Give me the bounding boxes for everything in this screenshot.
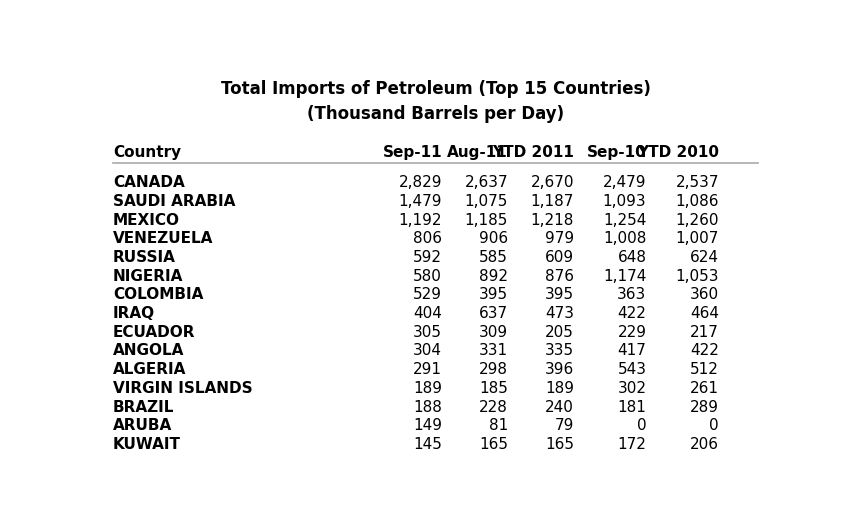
- Text: 1,479: 1,479: [399, 194, 442, 209]
- Text: 395: 395: [545, 287, 574, 303]
- Text: 906: 906: [479, 231, 508, 246]
- Text: 228: 228: [479, 400, 508, 414]
- Text: 2,637: 2,637: [464, 175, 508, 190]
- Text: 240: 240: [545, 400, 574, 414]
- Text: 585: 585: [479, 250, 508, 265]
- Text: 395: 395: [479, 287, 508, 303]
- Text: 624: 624: [690, 250, 719, 265]
- Text: 473: 473: [545, 306, 574, 321]
- Text: 185: 185: [479, 381, 508, 396]
- Text: ANGOLA: ANGOLA: [113, 344, 184, 359]
- Text: ARUBA: ARUBA: [113, 418, 172, 433]
- Text: VENEZUELA: VENEZUELA: [113, 231, 213, 246]
- Text: 1,185: 1,185: [465, 213, 508, 228]
- Text: 302: 302: [617, 381, 646, 396]
- Text: SAUDI ARABIA: SAUDI ARABIA: [113, 194, 235, 209]
- Text: RUSSIA: RUSSIA: [113, 250, 176, 265]
- Text: 0: 0: [637, 418, 646, 433]
- Text: 1,093: 1,093: [603, 194, 646, 209]
- Text: 261: 261: [690, 381, 719, 396]
- Text: Aug-11: Aug-11: [447, 145, 508, 159]
- Text: 529: 529: [413, 287, 442, 303]
- Text: 2,670: 2,670: [530, 175, 574, 190]
- Text: 637: 637: [479, 306, 508, 321]
- Text: 404: 404: [413, 306, 442, 321]
- Text: 165: 165: [479, 437, 508, 452]
- Text: 335: 335: [545, 344, 574, 359]
- Text: COLOMBIA: COLOMBIA: [113, 287, 203, 303]
- Text: 309: 309: [479, 325, 508, 340]
- Text: 188: 188: [413, 400, 442, 414]
- Text: 79: 79: [554, 418, 574, 433]
- Text: Sep-11: Sep-11: [382, 145, 442, 159]
- Text: 331: 331: [479, 344, 508, 359]
- Text: MEXICO: MEXICO: [113, 213, 180, 228]
- Text: VIRGIN ISLANDS: VIRGIN ISLANDS: [113, 381, 252, 396]
- Text: 304: 304: [413, 344, 442, 359]
- Text: 543: 543: [617, 362, 646, 377]
- Text: 2,537: 2,537: [676, 175, 719, 190]
- Text: 1,187: 1,187: [530, 194, 574, 209]
- Text: 1,007: 1,007: [676, 231, 719, 246]
- Text: NIGERIA: NIGERIA: [113, 269, 184, 284]
- Text: ALGERIA: ALGERIA: [113, 362, 186, 377]
- Text: BRAZIL: BRAZIL: [113, 400, 174, 414]
- Text: 422: 422: [690, 344, 719, 359]
- Text: 417: 417: [618, 344, 646, 359]
- Text: 1,192: 1,192: [399, 213, 442, 228]
- Text: 229: 229: [617, 325, 646, 340]
- Text: 592: 592: [413, 250, 442, 265]
- Text: 876: 876: [545, 269, 574, 284]
- Text: 1,053: 1,053: [676, 269, 719, 284]
- Text: 305: 305: [413, 325, 442, 340]
- Text: 0: 0: [709, 418, 719, 433]
- Text: Total Imports of Petroleum (Top 15 Countries)
(Thousand Barrels per Day): Total Imports of Petroleum (Top 15 Count…: [221, 80, 650, 122]
- Text: Sep-10: Sep-10: [586, 145, 646, 159]
- Text: 1,174: 1,174: [603, 269, 646, 284]
- Text: 149: 149: [413, 418, 442, 433]
- Text: CANADA: CANADA: [113, 175, 184, 190]
- Text: IRAQ: IRAQ: [113, 306, 155, 321]
- Text: 422: 422: [618, 306, 646, 321]
- Text: 979: 979: [545, 231, 574, 246]
- Text: 1,008: 1,008: [603, 231, 646, 246]
- Text: 892: 892: [479, 269, 508, 284]
- Text: 806: 806: [413, 231, 442, 246]
- Text: 206: 206: [690, 437, 719, 452]
- Text: ECUADOR: ECUADOR: [113, 325, 196, 340]
- Text: 363: 363: [617, 287, 646, 303]
- Text: 360: 360: [689, 287, 719, 303]
- Text: 145: 145: [413, 437, 442, 452]
- Text: 1,086: 1,086: [676, 194, 719, 209]
- Text: 189: 189: [413, 381, 442, 396]
- Text: 648: 648: [617, 250, 646, 265]
- Text: 291: 291: [413, 362, 442, 377]
- Text: 1,075: 1,075: [465, 194, 508, 209]
- Text: 189: 189: [545, 381, 574, 396]
- Text: 1,260: 1,260: [676, 213, 719, 228]
- Text: 298: 298: [479, 362, 508, 377]
- Text: 512: 512: [690, 362, 719, 377]
- Text: KUWAIT: KUWAIT: [113, 437, 181, 452]
- Text: 1,254: 1,254: [603, 213, 646, 228]
- Text: Country: Country: [113, 145, 181, 159]
- Text: 172: 172: [618, 437, 646, 452]
- Text: 2,829: 2,829: [399, 175, 442, 190]
- Text: 2,479: 2,479: [603, 175, 646, 190]
- Text: 217: 217: [690, 325, 719, 340]
- Text: 609: 609: [545, 250, 574, 265]
- Text: 289: 289: [690, 400, 719, 414]
- Text: YTD 2011: YTD 2011: [492, 145, 574, 159]
- Text: 1,218: 1,218: [530, 213, 574, 228]
- Text: 81: 81: [489, 418, 508, 433]
- Text: YTD 2010: YTD 2010: [637, 145, 719, 159]
- Text: 205: 205: [545, 325, 574, 340]
- Text: 580: 580: [413, 269, 442, 284]
- Text: 181: 181: [618, 400, 646, 414]
- Text: 464: 464: [690, 306, 719, 321]
- Text: 165: 165: [545, 437, 574, 452]
- Text: 396: 396: [545, 362, 574, 377]
